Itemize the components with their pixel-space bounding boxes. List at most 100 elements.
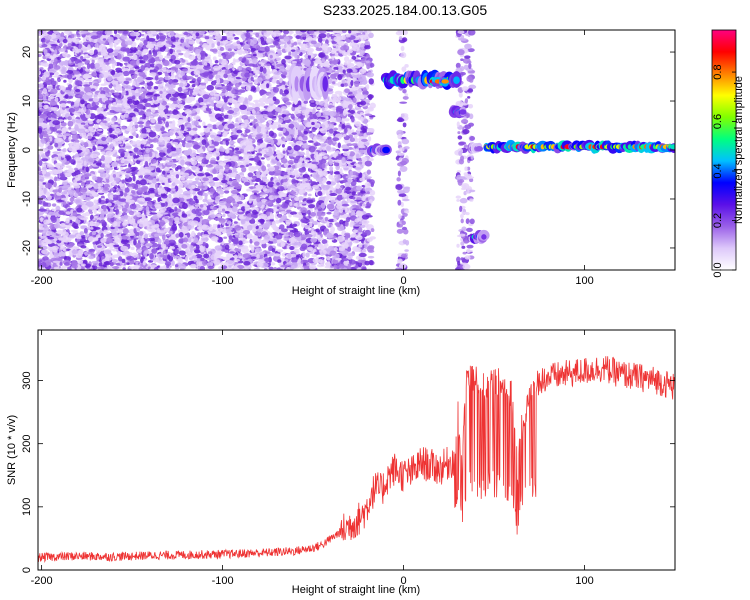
spectrogram-noise-cell: [112, 248, 117, 252]
spectrogram-noise-cell: [326, 180, 332, 185]
spectrogram-noise-cell: [274, 111, 279, 116]
spectrogram-noise-cell: [294, 129, 299, 136]
spectrogram-noise-cell: [141, 33, 145, 37]
spectrogram-noise-cell: [206, 168, 211, 172]
spectrogram-noise-cell: [174, 206, 178, 212]
spectrogram-noise-cell: [135, 37, 140, 41]
spectrogram-noise-cell: [152, 128, 156, 132]
spectrogram-noise-cell: [204, 35, 210, 40]
spectrogram-noise-cell: [70, 34, 75, 39]
spectrogram-noise-cell: [91, 57, 99, 61]
spectrogram-noise-cell: [228, 238, 232, 244]
spectrogram-noise-cell: [157, 71, 163, 76]
spectrogram-noise-cell: [293, 144, 301, 152]
spectrogram-noise-cell: [209, 159, 217, 165]
spectrogram-noise-cell: [292, 223, 298, 227]
spectrogram-noise-cell: [196, 76, 202, 84]
spectrogram-noise-cell: [305, 252, 310, 258]
spectrogram-noise-cell: [303, 100, 308, 104]
spectrogram-noise-cell: [168, 193, 172, 199]
spectrogram-noise-cell: [328, 173, 334, 180]
spectrogram-noise-cell: [180, 38, 185, 44]
spectrogram-noise-cell: [76, 30, 81, 36]
spectrogram-noise-cell: [54, 71, 60, 76]
spectrogram-noise-cell: [344, 118, 350, 122]
spectrogram-noise-cell: [38, 154, 41, 161]
spectrogram-noise-cell: [326, 211, 332, 215]
spectrogram-noise-cell: [138, 124, 144, 128]
spectrogram-noise-cell: [161, 92, 166, 99]
spectrogram-noise-cell: [197, 125, 202, 129]
spectrogram-noise-cell: [162, 250, 167, 255]
spectrogram-noise-cell: [193, 237, 199, 243]
spectrogram-noise-cell: [189, 65, 197, 69]
spectrogram-noise-cell: [216, 188, 221, 193]
spectrogram-noise-cell: [336, 116, 342, 123]
spectrogram-noise-cell: [307, 193, 312, 197]
spectrogram-noise-cell: [347, 246, 352, 252]
spectrogram-noise-cell: [222, 213, 226, 218]
spectrogram-noise-cell: [119, 63, 123, 67]
spectrogram-noise-cell: [234, 147, 240, 151]
spectrogram-plot-area: [38, 30, 675, 270]
spectrogram-noise-cell: [342, 69, 346, 74]
spectrogram-noise-cell: [76, 34, 81, 38]
spectrogram-noise-cell: [122, 267, 126, 270]
spectrogram-noise-cell: [51, 203, 57, 207]
spectrogram-noise-cell: [350, 200, 357, 204]
spectrogram-noise-cell: [269, 45, 276, 48]
spectrogram-noise-cell: [199, 132, 205, 136]
spectrogram-noise-cell: [259, 66, 264, 73]
spectrogram-noise-cell: [164, 72, 170, 77]
spectrogram-noise-cell: [236, 129, 243, 134]
spectrogram-noise-cell: [128, 156, 133, 160]
spectrogram-noise-cell: [40, 37, 46, 43]
spectrogram-noise-cell: [117, 118, 122, 124]
spectrogram-noise-cell: [130, 189, 136, 194]
spectrogram-noise-cell: [126, 184, 134, 187]
spectrogram-noise-cell: [290, 187, 296, 191]
spectrogram-noise-cell: [283, 116, 291, 121]
spectrogram-noise-cell: [58, 251, 66, 258]
spectrogram-noise-cell: [233, 36, 240, 40]
spectrogram-noise-cell: [268, 266, 274, 270]
spectrogram-noise-cell: [144, 67, 149, 72]
spectrogram-noise-cell: [297, 151, 306, 156]
spectrogram-noise-cell: [242, 50, 249, 54]
spectrogram-noise-cell: [213, 141, 220, 147]
page-title: S233.2025.184.00.13.G05: [323, 2, 487, 18]
spectrogram-noise-cell: [255, 247, 262, 253]
spectrogram-noise-cell: [128, 148, 134, 152]
spectrogram-noise-cell: [165, 37, 172, 41]
spectrogram-noise-cell: [301, 221, 306, 228]
spectrogram-noise-cell: [341, 118, 345, 125]
spectrogram-noise-cell: [244, 233, 248, 240]
spectrogram-noise-cell: [248, 115, 255, 120]
spectrogram-noise-cell: [187, 116, 191, 123]
spectrogram-noise-cell: [126, 262, 130, 265]
spectrogram-noise-cell: [120, 239, 129, 245]
spectrogram-noise-cell: [361, 218, 368, 226]
spectrogram-noise-cell: [295, 113, 301, 117]
spectrogram-noise-cell: [273, 253, 280, 257]
spectrogram-noise-cell: [64, 30, 70, 35]
spectrogram-noise-cell: [288, 214, 292, 218]
spectrogram-noise-cell: [182, 167, 186, 172]
spectrogram-noise-cell: [321, 239, 328, 245]
spectrogram-noise-cell: [84, 196, 91, 202]
spectrogram-noise-cell: [253, 192, 257, 196]
spectrogram-noise-cell: [121, 207, 128, 213]
spectrogram-noise-cell: [329, 99, 334, 103]
spectrogram-noise-cell: [217, 45, 221, 50]
spectrogram-noise-cell: [268, 93, 275, 98]
spectrogram-noise-cell: [260, 157, 265, 160]
spectrogram-noise-cell: [270, 262, 276, 266]
spectrogram-noise-cell: [217, 131, 222, 135]
spectrogram-noise-cell: [74, 139, 80, 143]
spectrogram-noise-cell: [109, 143, 114, 149]
spectrogram-noise-cell: [101, 155, 106, 162]
spectrogram-noise-cell: [119, 166, 124, 170]
spectrogram-noise-cell: [59, 110, 65, 115]
